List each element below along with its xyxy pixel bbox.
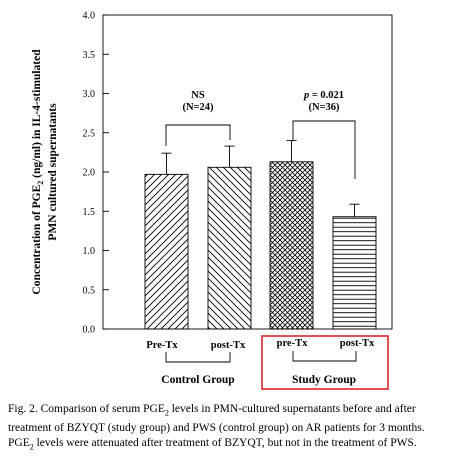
bar-2 xyxy=(207,166,252,330)
y-tick-label: 2.0 xyxy=(83,168,96,179)
annotation-p-value: p = 0.021 xyxy=(303,90,344,101)
group-label-study: Study Group xyxy=(292,374,356,386)
study-bracket xyxy=(292,120,356,179)
control-group-bracket xyxy=(165,352,231,363)
y-tick-label: 1.5 xyxy=(83,207,96,218)
bar-chart: Concentration of PGE2 (ng/ml) in IL-4-st… xyxy=(31,11,393,390)
bar-3 xyxy=(269,161,314,330)
y-tick-label: 0.0 xyxy=(83,325,96,336)
y-axis-ticks: 0.0 0.5 1.0 1.5 2.0 2.5 3.0 3.5 4.0 xyxy=(83,11,109,336)
y-tick-label: 4.0 xyxy=(83,11,96,22)
annotation-study-n: (N=36) xyxy=(308,102,340,113)
study-group-bracket xyxy=(292,351,357,362)
bar-1 xyxy=(144,173,189,330)
category-label-study-pre: pre-Tx xyxy=(277,338,308,349)
y-tick-label: 3.5 xyxy=(83,50,96,61)
bars-layer xyxy=(144,140,377,330)
annotation-ns: NS xyxy=(191,90,205,101)
control-bracket xyxy=(165,124,231,146)
y-tick-label: 3.0 xyxy=(83,89,96,100)
y-tick-label: 1.0 xyxy=(83,246,96,257)
category-label-control-pre: Pre-Tx xyxy=(146,340,178,351)
category-label-study-post: post-Tx xyxy=(340,338,375,349)
figure-caption: Fig. 2. Comparison of serum PGE2 levels … xyxy=(8,403,425,452)
y-axis-title-line2: PMN cultured supernatants xyxy=(47,103,59,241)
y-tick-label: 2.5 xyxy=(83,128,96,139)
y-tick-label: 0.5 xyxy=(83,285,96,296)
annotation-control-n: (N=24) xyxy=(182,102,214,113)
bar-4 xyxy=(332,216,377,330)
category-label-control-post: post-Tx xyxy=(211,340,246,351)
study-group-highlight-box xyxy=(261,335,389,390)
y-axis-title: Concentration of PGE2 (ng/ml) in IL-4-st… xyxy=(31,49,45,295)
group-label-control: Control Group xyxy=(161,374,234,386)
